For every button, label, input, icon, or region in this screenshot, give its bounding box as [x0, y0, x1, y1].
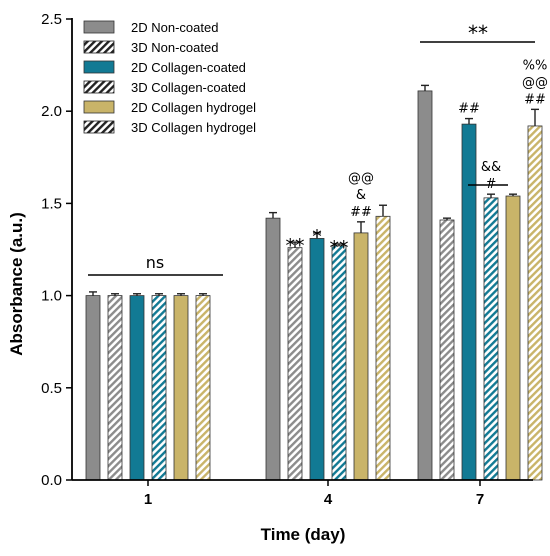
- legend-swatch: [83, 40, 115, 54]
- bar-3d-collagen-hydrogel-day-7: [527, 125, 543, 481]
- significance-marker: ##: [458, 102, 480, 117]
- y-tick-label: 2.5: [41, 11, 62, 28]
- bar-2d-collagen-coated-day-4: [309, 238, 325, 481]
- y-tick-label: 0.0: [41, 472, 62, 489]
- bar-2d-non-coated-day-7: [417, 90, 433, 481]
- significance-marker: &: [356, 188, 366, 203]
- bar-3d-collagen-hydrogel-day-1: [195, 295, 211, 481]
- legend-swatch: [83, 60, 115, 74]
- y-tick-label: 0.5: [41, 380, 62, 397]
- legend-label: 3D Non-coated: [131, 40, 218, 55]
- x-tick-label: 4: [324, 491, 333, 508]
- significance-marker: ##: [350, 205, 372, 220]
- legend-label: 2D Collagen-coated: [131, 60, 246, 75]
- legend-swatch: [83, 100, 115, 114]
- bar-2d-collagen-hydrogel-day-7: [505, 195, 521, 481]
- bar-3d-collagen-coated-day-7: [483, 197, 499, 481]
- significance-marker: %%: [523, 58, 548, 73]
- x-axis-title: Time (day): [261, 525, 346, 544]
- y-tick-label: 2.0: [41, 103, 62, 120]
- x-tick-label: 1: [144, 491, 152, 508]
- significance-marker: *: [312, 226, 322, 248]
- axes-layer: 0.0 0.5 1.0 1.5 2.0 2.5 1 4 7: [41, 11, 533, 508]
- legend: 2D Non-coated 3D Non-coated 2D Collagen-co…: [83, 20, 256, 135]
- legend-label: 3D Collagen hydrogel: [131, 120, 256, 135]
- bar-3d-collagen-coated-day-1: [151, 295, 167, 481]
- annotations-layer: ns** ***##&@@###&&##@@%%**: [88, 21, 548, 276]
- significance-marker: &&: [481, 160, 501, 175]
- bar-3d-collagen-coated-day-4: [331, 245, 347, 481]
- bar-3d-collagen-hydrogel-day-4: [375, 215, 391, 481]
- y-tick-label: 1.5: [41, 195, 62, 212]
- legend-label: 3D Collagen-coated: [131, 80, 246, 95]
- bar-2d-non-coated-day-1: [85, 295, 101, 481]
- y-axis-title: Absorbance (a.u.): [7, 212, 26, 356]
- significance-marker: **: [330, 237, 349, 259]
- significance-marker: ##: [524, 92, 546, 107]
- legend-swatch: [83, 20, 115, 34]
- bar-2d-collagen-coated-day-1: [129, 295, 145, 481]
- x-tick-label: 7: [476, 491, 484, 508]
- bar-2d-collagen-hydrogel-day-4: [353, 232, 369, 481]
- significance-marker: **: [286, 235, 305, 257]
- legend-swatch: [83, 80, 115, 94]
- bar-2d-collagen-hydrogel-day-1: [173, 295, 189, 481]
- ns-label: ns: [146, 253, 164, 272]
- top-bracket-label: **: [468, 21, 488, 45]
- bar-3d-non-coated-day-4: [287, 247, 303, 481]
- significance-marker: @@: [522, 75, 548, 90]
- significance-marker: @@: [348, 171, 374, 186]
- legend-label: 2D Non-coated: [131, 20, 218, 35]
- bar-3d-non-coated-day-7: [439, 219, 455, 481]
- bar-2d-collagen-coated-day-7: [461, 123, 477, 481]
- bar-3d-non-coated-day-1: [107, 295, 123, 481]
- legend-label: 2D Collagen hydrogel: [131, 100, 256, 115]
- legend-swatch: [83, 120, 115, 134]
- bar-2d-non-coated-day-4: [265, 217, 281, 481]
- y-tick-label: 1.0: [41, 288, 62, 305]
- bars-layer: [85, 84, 543, 481]
